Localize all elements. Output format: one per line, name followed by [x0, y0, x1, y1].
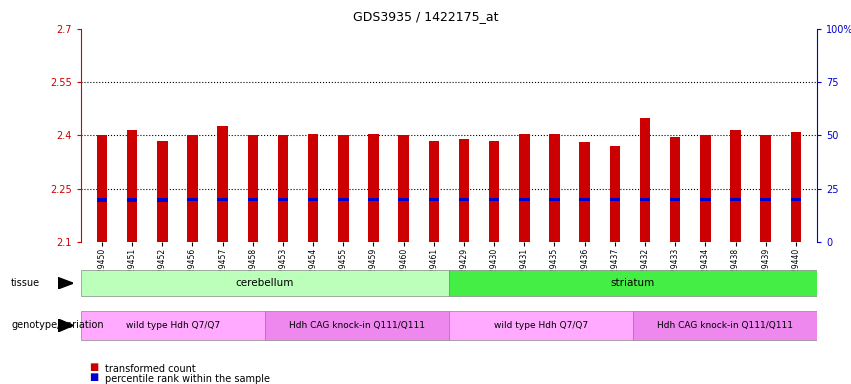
Bar [549, 134, 560, 242]
Bar [81, 270, 448, 296]
Bar [308, 134, 318, 242]
Bar [338, 197, 349, 201]
Bar [459, 197, 469, 201]
Bar [670, 137, 681, 242]
Bar [761, 136, 771, 242]
Bar [670, 197, 681, 201]
Bar [248, 197, 258, 201]
Polygon shape [58, 277, 73, 289]
Text: percentile rank within the sample: percentile rank within the sample [105, 374, 270, 384]
Bar [81, 311, 265, 340]
Bar [97, 136, 107, 242]
Text: genotype/variation: genotype/variation [11, 320, 104, 331]
Bar [609, 146, 620, 242]
Bar [368, 134, 379, 242]
Text: ■: ■ [89, 362, 99, 372]
Bar [488, 141, 500, 242]
Bar [338, 136, 349, 242]
Bar [248, 136, 258, 242]
Bar [368, 197, 379, 201]
Bar [97, 198, 107, 202]
Bar [308, 197, 318, 201]
Bar [429, 141, 439, 242]
Bar [730, 197, 740, 201]
Bar [187, 197, 197, 201]
Text: Hdh CAG knock-in Q111/Q111: Hdh CAG knock-in Q111/Q111 [657, 321, 793, 330]
Text: wild type Hdh Q7/Q7: wild type Hdh Q7/Q7 [494, 321, 588, 330]
Bar [730, 130, 740, 242]
Bar [187, 136, 197, 242]
Bar [700, 197, 711, 201]
Bar [609, 197, 620, 201]
Text: transformed count: transformed count [105, 364, 196, 374]
Bar [519, 134, 529, 242]
Bar [580, 197, 590, 201]
Polygon shape [58, 319, 73, 332]
Bar [277, 136, 288, 242]
Bar [265, 311, 448, 340]
Bar [277, 197, 288, 201]
Bar [398, 136, 409, 242]
Bar [459, 139, 469, 242]
Text: ■: ■ [89, 372, 99, 382]
Bar [157, 141, 168, 242]
Bar [791, 197, 801, 201]
Bar [429, 197, 439, 201]
Bar [549, 197, 560, 201]
Text: wild type Hdh Q7/Q7: wild type Hdh Q7/Q7 [126, 321, 220, 330]
Bar [448, 311, 633, 340]
Bar [398, 197, 409, 201]
Bar [791, 132, 801, 242]
Text: tissue: tissue [11, 278, 40, 288]
Bar [448, 270, 817, 296]
Bar [127, 130, 137, 242]
Bar [488, 197, 500, 201]
Text: GDS3935 / 1422175_at: GDS3935 / 1422175_at [353, 10, 498, 23]
Bar [640, 118, 650, 242]
Bar [157, 198, 168, 202]
Bar [519, 197, 529, 201]
Bar [700, 136, 711, 242]
Bar [633, 311, 817, 340]
Bar [217, 126, 228, 242]
Bar [217, 197, 228, 201]
Bar [761, 197, 771, 201]
Text: Hdh CAG knock-in Q111/Q111: Hdh CAG knock-in Q111/Q111 [288, 321, 425, 330]
Text: cerebellum: cerebellum [236, 278, 294, 288]
Bar [127, 198, 137, 202]
Bar [580, 142, 590, 242]
Text: striatum: striatum [611, 278, 655, 288]
Bar [640, 197, 650, 201]
